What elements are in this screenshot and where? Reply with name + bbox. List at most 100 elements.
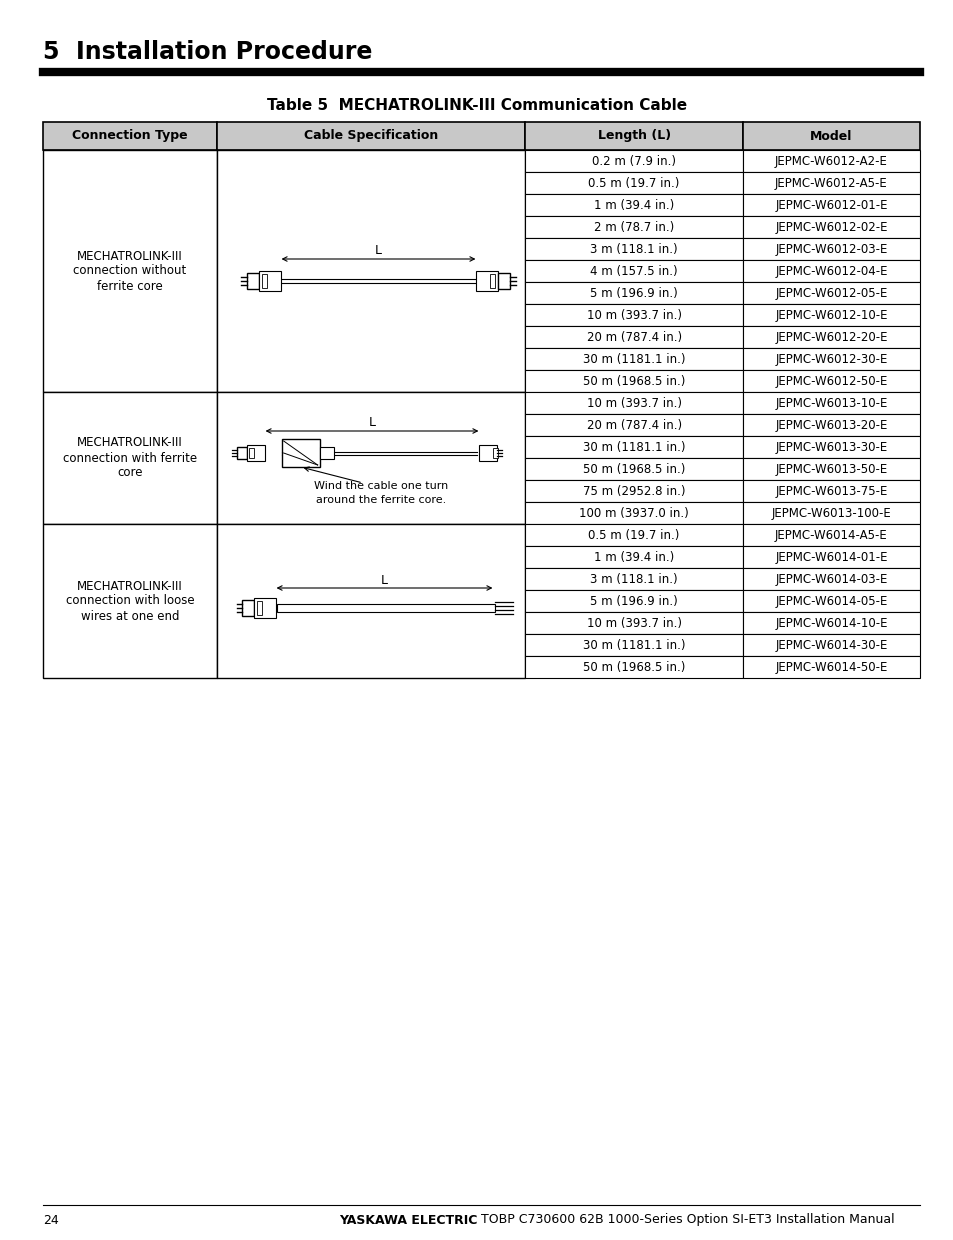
Text: JEPMC-W6014-03-E: JEPMC-W6014-03-E bbox=[775, 573, 886, 585]
Bar bbox=[742, 172, 919, 193]
Text: 20 m (787.4 in.): 20 m (787.4 in.) bbox=[586, 419, 681, 432]
Text: MECHATROLINK-III
connection with loose
wires at one end: MECHATROLINK-III connection with loose w… bbox=[66, 579, 193, 622]
Text: 1 m (39.4 in.): 1 m (39.4 in.) bbox=[594, 198, 674, 212]
Bar bbox=[525, 634, 742, 656]
Text: JEPMC-W6013-100-E: JEPMC-W6013-100-E bbox=[771, 506, 890, 520]
Bar bbox=[253, 598, 275, 618]
Bar bbox=[247, 273, 258, 289]
Bar bbox=[742, 238, 919, 260]
Text: Length (L): Length (L) bbox=[597, 129, 670, 143]
Bar bbox=[742, 326, 919, 348]
Bar bbox=[525, 348, 742, 370]
Bar bbox=[478, 445, 497, 461]
Bar bbox=[43, 392, 216, 525]
Bar bbox=[742, 613, 919, 634]
Text: Model: Model bbox=[809, 129, 852, 143]
Bar bbox=[742, 281, 919, 304]
Text: 75 m (2952.8 in.): 75 m (2952.8 in.) bbox=[582, 485, 684, 497]
Text: JEPMC-W6014-A5-E: JEPMC-W6014-A5-E bbox=[774, 528, 887, 542]
Text: JEPMC-W6014-10-E: JEPMC-W6014-10-E bbox=[775, 616, 886, 630]
Bar bbox=[525, 260, 742, 281]
Bar bbox=[525, 150, 742, 172]
Text: 1 m (39.4 in.): 1 m (39.4 in.) bbox=[594, 551, 674, 563]
Bar bbox=[216, 525, 525, 678]
Text: JEPMC-W6012-10-E: JEPMC-W6012-10-E bbox=[775, 309, 886, 321]
Text: 0.5 m (19.7 in.): 0.5 m (19.7 in.) bbox=[588, 176, 679, 190]
Text: JEPMC-W6014-05-E: JEPMC-W6014-05-E bbox=[775, 594, 886, 608]
Bar bbox=[742, 122, 919, 150]
Text: 50 m (1968.5 in.): 50 m (1968.5 in.) bbox=[582, 661, 684, 673]
Text: YASKAWA ELECTRIC: YASKAWA ELECTRIC bbox=[338, 1214, 476, 1226]
Bar bbox=[276, 604, 495, 613]
Text: TOBP C730600 62B 1000-Series Option SI-ET3 Installation Manual: TOBP C730600 62B 1000-Series Option SI-E… bbox=[476, 1214, 894, 1226]
Text: JEPMC-W6012-A5-E: JEPMC-W6012-A5-E bbox=[774, 176, 887, 190]
Bar bbox=[742, 458, 919, 480]
Bar bbox=[742, 304, 919, 326]
Bar bbox=[742, 590, 919, 613]
Bar bbox=[525, 656, 742, 678]
Text: JEPMC-W6012-04-E: JEPMC-W6012-04-E bbox=[775, 264, 886, 278]
Text: 5 m (196.9 in.): 5 m (196.9 in.) bbox=[590, 594, 678, 608]
Text: L: L bbox=[375, 244, 381, 258]
Text: 4 m (157.5 in.): 4 m (157.5 in.) bbox=[590, 264, 678, 278]
Bar bbox=[742, 634, 919, 656]
Bar bbox=[525, 414, 742, 436]
Text: 24: 24 bbox=[43, 1214, 59, 1226]
Text: MECHATROLINK-III
connection without
ferrite core: MECHATROLINK-III connection without ferr… bbox=[73, 249, 186, 293]
Bar bbox=[216, 150, 525, 392]
Text: JEPMC-W6012-20-E: JEPMC-W6012-20-E bbox=[775, 331, 886, 343]
Bar bbox=[525, 370, 742, 392]
Text: JEPMC-W6012-02-E: JEPMC-W6012-02-E bbox=[775, 221, 886, 233]
Bar bbox=[256, 601, 261, 615]
Bar bbox=[742, 392, 919, 414]
Bar bbox=[742, 348, 919, 370]
Bar bbox=[216, 122, 525, 150]
Bar bbox=[43, 525, 216, 678]
Bar bbox=[525, 238, 742, 260]
Bar bbox=[525, 546, 742, 568]
Text: JEPMC-W6012-03-E: JEPMC-W6012-03-E bbox=[775, 243, 886, 255]
Text: 10 m (393.7 in.): 10 m (393.7 in.) bbox=[586, 616, 680, 630]
Text: JEPMC-W6012-50-E: JEPMC-W6012-50-E bbox=[775, 374, 886, 387]
Bar bbox=[525, 436, 742, 458]
Text: 5 m (196.9 in.): 5 m (196.9 in.) bbox=[590, 286, 678, 300]
Bar bbox=[258, 272, 280, 291]
Text: JEPMC-W6013-30-E: JEPMC-W6013-30-E bbox=[775, 440, 886, 454]
Text: JEPMC-W6014-50-E: JEPMC-W6014-50-E bbox=[775, 661, 886, 673]
Bar bbox=[249, 448, 253, 458]
Text: 50 m (1968.5 in.): 50 m (1968.5 in.) bbox=[582, 374, 684, 387]
Text: 30 m (1181.1 in.): 30 m (1181.1 in.) bbox=[582, 440, 684, 454]
Text: JEPMC-W6012-30-E: JEPMC-W6012-30-E bbox=[775, 352, 886, 366]
Bar bbox=[525, 281, 742, 304]
Text: 30 m (1181.1 in.): 30 m (1181.1 in.) bbox=[582, 639, 684, 651]
Bar bbox=[476, 272, 497, 291]
Text: JEPMC-W6012-05-E: JEPMC-W6012-05-E bbox=[775, 286, 886, 300]
Bar bbox=[742, 370, 919, 392]
Bar bbox=[43, 150, 216, 392]
Text: L: L bbox=[368, 417, 375, 429]
Bar bbox=[216, 392, 525, 525]
Text: JEPMC-W6013-50-E: JEPMC-W6013-50-E bbox=[775, 463, 886, 475]
Text: 0.5 m (19.7 in.): 0.5 m (19.7 in.) bbox=[588, 528, 679, 542]
Text: 100 m (3937.0 in.): 100 m (3937.0 in.) bbox=[578, 506, 688, 520]
Text: JEPMC-W6014-01-E: JEPMC-W6014-01-E bbox=[775, 551, 886, 563]
Bar bbox=[525, 613, 742, 634]
Bar bbox=[525, 193, 742, 216]
Bar bbox=[525, 326, 742, 348]
Bar bbox=[261, 274, 267, 288]
Text: Cable Specification: Cable Specification bbox=[304, 129, 437, 143]
Text: 3 m (118.1 in.): 3 m (118.1 in.) bbox=[590, 243, 678, 255]
Bar bbox=[525, 568, 742, 590]
Text: MECHATROLINK-III
connection with ferrite
core: MECHATROLINK-III connection with ferrite… bbox=[63, 436, 196, 480]
Bar bbox=[241, 600, 253, 616]
Bar bbox=[43, 122, 216, 150]
Text: Table 5  MECHATROLINK-III Communication Cable: Table 5 MECHATROLINK-III Communication C… bbox=[267, 98, 686, 113]
Bar bbox=[742, 216, 919, 238]
Bar bbox=[525, 525, 742, 546]
Bar bbox=[525, 172, 742, 193]
Text: JEPMC-W6012-01-E: JEPMC-W6012-01-E bbox=[775, 198, 886, 212]
Bar bbox=[525, 122, 742, 150]
Bar bbox=[236, 446, 247, 459]
Bar bbox=[525, 304, 742, 326]
Bar bbox=[742, 525, 919, 546]
